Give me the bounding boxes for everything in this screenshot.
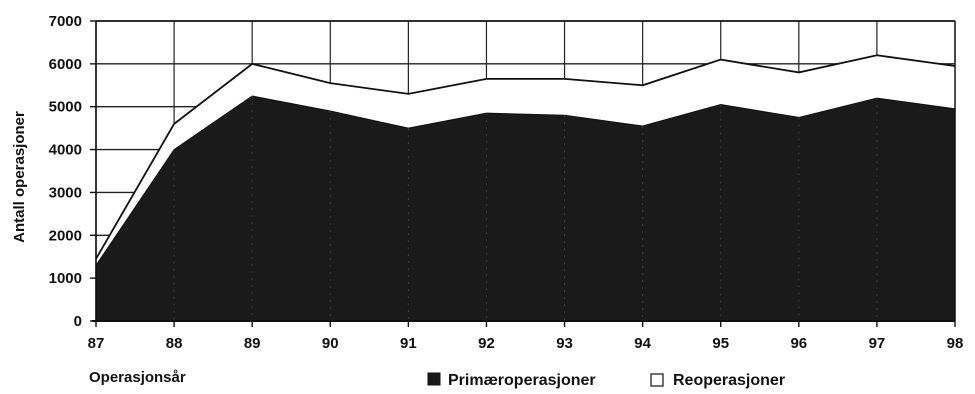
y-tick-label: 7000: [49, 13, 82, 30]
y-tick-label: 0: [74, 313, 82, 330]
legend-label-reoperation: Reoperasjoner: [673, 372, 785, 389]
y-tick-label: 4000: [49, 142, 82, 159]
x-tick-label: 88: [166, 335, 183, 352]
legend-swatch-reoperation: [650, 373, 664, 387]
legend-swatch-primary: [427, 372, 441, 386]
x-tick-label: 97: [869, 335, 886, 352]
x-tick-label: 96: [790, 335, 807, 352]
y-axis-ticks: 0 1000 2000 3000 4000 5000 6000 7000: [49, 13, 96, 330]
x-tick-label: 94: [634, 335, 651, 352]
x-tick-label: 87: [88, 335, 105, 352]
y-tick-label: 1000: [49, 270, 82, 287]
y-tick-label: 3000: [49, 184, 82, 201]
legend: Primæroperasjoner Reoperasjoner: [427, 372, 785, 389]
series-area-reoperasjoner: [96, 55, 955, 266]
x-tick-label: 92: [478, 335, 495, 352]
x-tick-label: 95: [712, 335, 729, 352]
x-tick-label: 93: [556, 335, 573, 352]
series-line-total: [95, 54, 956, 260]
legend-label-primary: Primæroperasjoner: [448, 372, 596, 389]
series-area-primaeroperasjoner: [95, 95, 956, 322]
x-tick-label: 89: [244, 335, 261, 352]
y-tick-label: 5000: [49, 99, 82, 116]
y-axis-title: Antall operasjoner: [11, 111, 28, 243]
x-axis-title: Operasjonsår: [89, 369, 186, 386]
y-tick-label: 6000: [49, 56, 82, 73]
plot-frame: [92, 20, 956, 322]
x-tick-label: 91: [400, 335, 417, 352]
y-tick-label: 2000: [49, 227, 82, 244]
area-series: [95, 54, 956, 322]
x-tick-label: 90: [322, 335, 339, 352]
x-axis-ticks: 87 88 89 90 91 92 93 94 95 96 97 98: [88, 321, 964, 352]
x-tick-label: 98: [947, 335, 964, 352]
